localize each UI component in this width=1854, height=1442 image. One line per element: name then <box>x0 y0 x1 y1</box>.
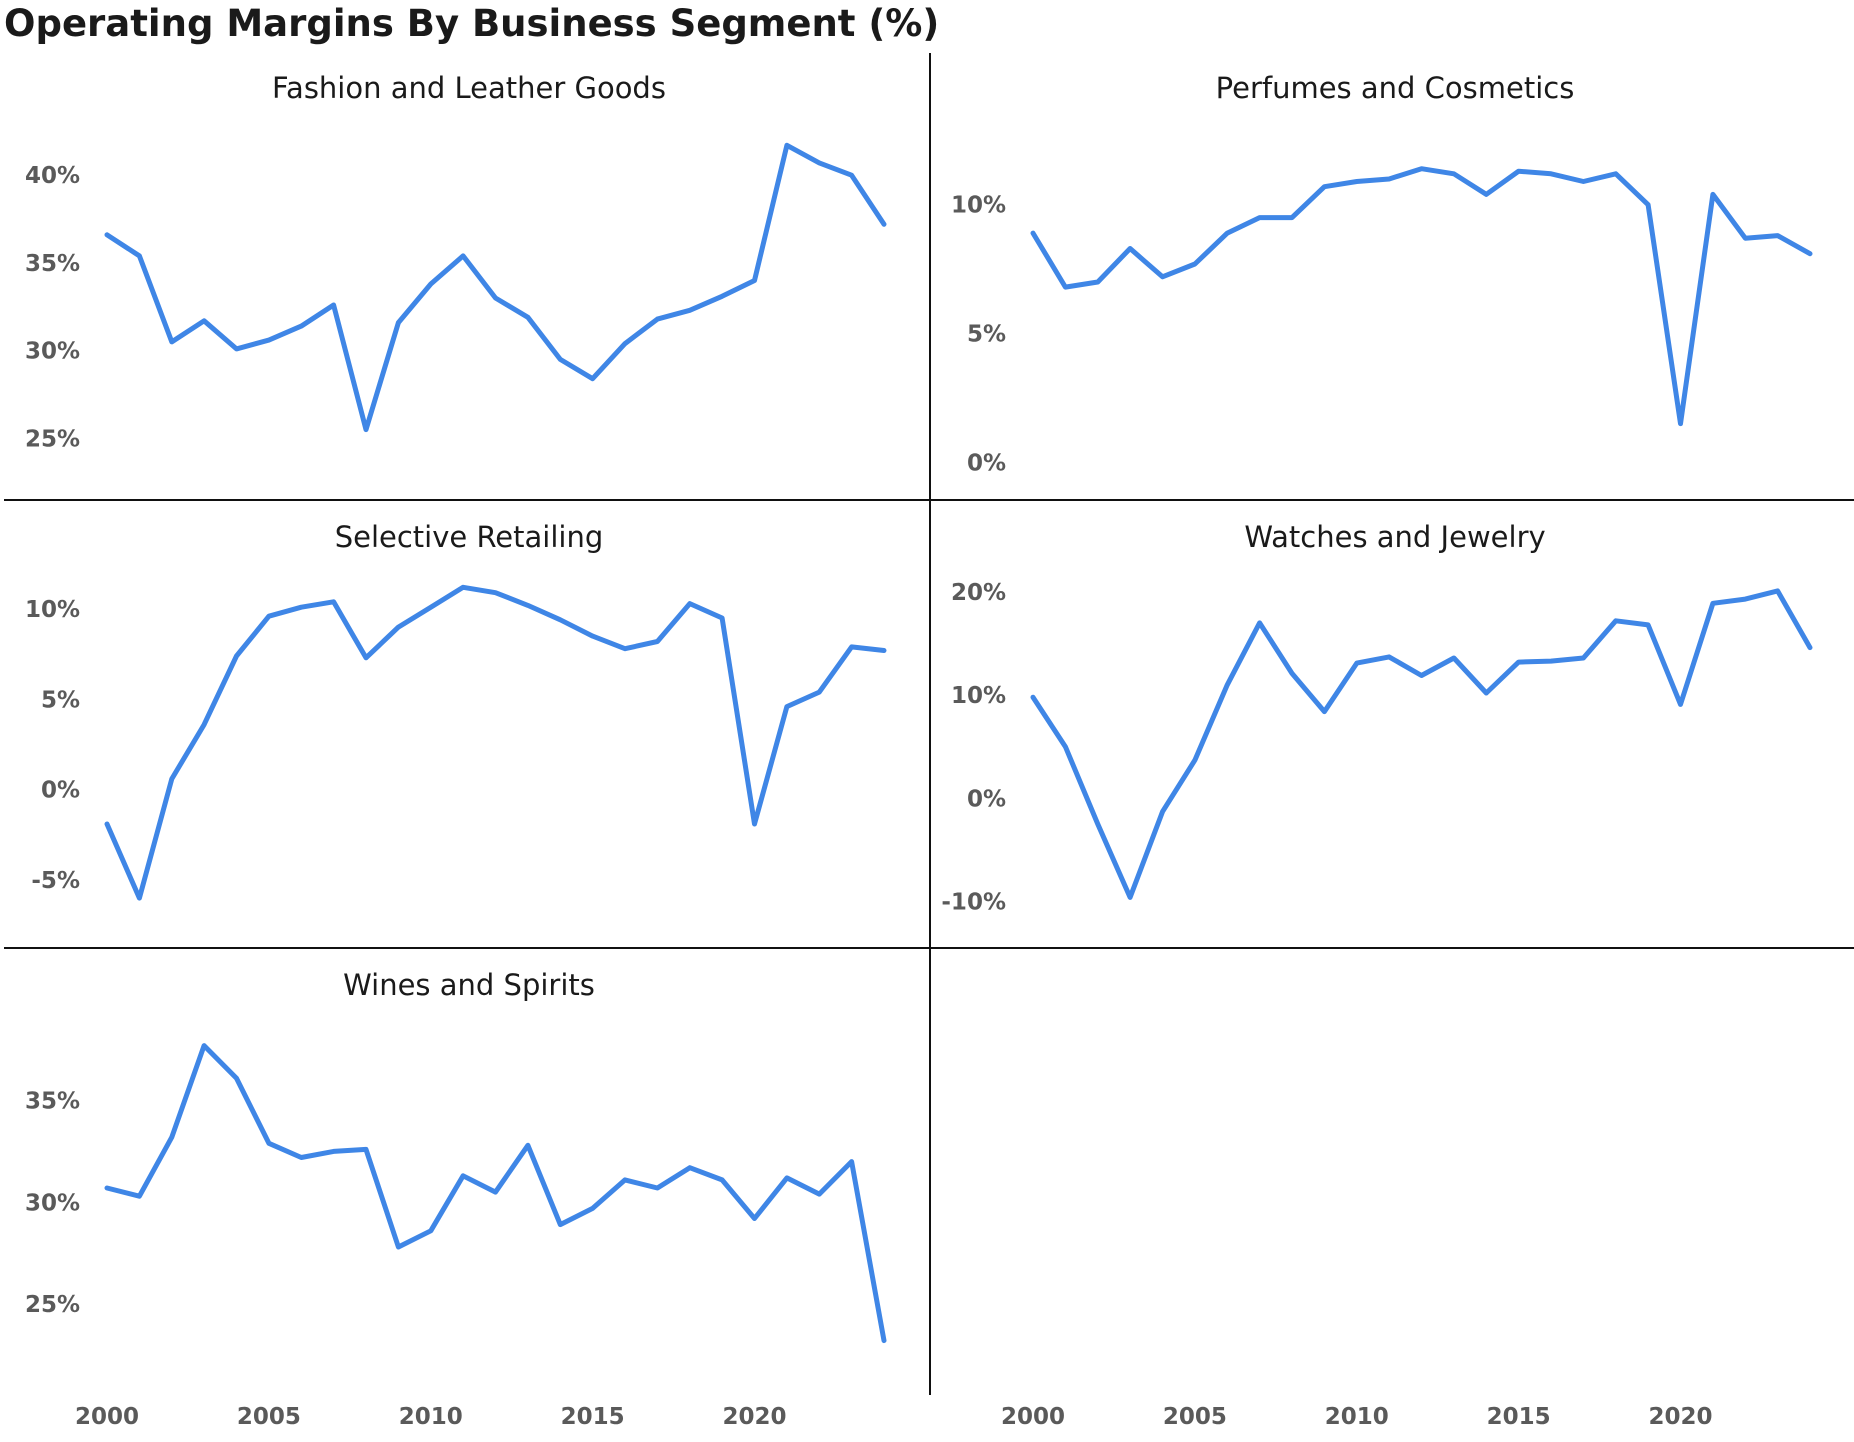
panel-title-watches-and-jewelry: Watches and Jewelry <box>1244 520 1545 554</box>
wines-and-spirits-y-tick-2: 35% <box>25 1089 80 1115</box>
panel-wines-and-spirits: Wines and Spirits 25% 30% 35% 2000 2005 2010 20… <box>25 968 887 1430</box>
panels-layer: Fashion and Leather Goods 25% 30% 35% 40% Per… <box>25 71 1813 1430</box>
perfumes-and-cosmetics-y-tick-0: 0% <box>967 450 1006 476</box>
fashion-and-leather-goods-y-tick-1: 30% <box>25 339 80 365</box>
watches-and-jewelry-series-line <box>1030 588 1813 900</box>
wines-and-spirits-y-tick-1: 30% <box>25 1190 80 1216</box>
perfumes-and-cosmetics-y-tick-2: 10% <box>951 193 1006 219</box>
wines-and-spirits-x-tick-2015: 2015 <box>561 1404 625 1430</box>
panel-watches-and-jewelry: Watches and Jewelry -10% 0% 10% 20% <box>941 520 1813 915</box>
empty-panel-x-tick-2020: 2020 <box>1648 1404 1712 1430</box>
panel-fashion-and-leather-goods: Fashion and Leather Goods 25% 30% 35% 40% <box>25 71 887 452</box>
fashion-and-leather-goods-y-tick-0: 25% <box>25 426 80 452</box>
empty-panel-x-tick-2010: 2010 <box>1325 1404 1389 1430</box>
panel-perfumes-and-cosmetics: Perfumes and Cosmetics 0% 5% 10% <box>951 71 1813 476</box>
fashion-and-leather-goods-y-tick-2: 35% <box>25 251 80 277</box>
empty-panel-x-tick-2015: 2015 <box>1487 1404 1551 1430</box>
fashion-and-leather-goods-y-tick-3: 40% <box>25 163 80 189</box>
selective-retailing-y-tick-1: 0% <box>41 778 80 804</box>
panel-title-perfumes-and-cosmetics: Perfumes and Cosmetics <box>1216 71 1575 105</box>
perfumes-and-cosmetics-y-tick-1: 5% <box>967 321 1006 347</box>
empty-panel-x-tick-2000: 2000 <box>1001 1404 1065 1430</box>
perfumes-and-cosmetics-series-line <box>1030 166 1813 427</box>
selective-retailing-y-tick-2: 5% <box>41 687 80 713</box>
watches-and-jewelry-y-tick-1: 0% <box>967 786 1006 812</box>
wines-and-spirits-x-tick-2000: 2000 <box>75 1404 139 1430</box>
wines-and-spirits-y-tick-0: 25% <box>25 1292 80 1318</box>
watches-and-jewelry-y-tick-2: 10% <box>951 683 1006 709</box>
panel-selective-retailing: Selective Retailing -5% 0% 5% 10% <box>25 520 887 901</box>
watches-and-jewelry-y-tick-3: 20% <box>951 580 1006 606</box>
panel-title-selective-retailing: Selective Retailing <box>335 520 604 554</box>
wines-and-spirits-x-tick-2020: 2020 <box>722 1404 786 1430</box>
selective-retailing-y-tick-3: 10% <box>25 597 80 623</box>
panel-title-fashion-and-leather-goods: Fashion and Leather Goods <box>272 71 666 105</box>
watches-and-jewelry-y-tick-0: -10% <box>941 889 1006 915</box>
panel-empty: 2000 2005 2010 2015 2020 <box>1001 1404 1713 1430</box>
wines-and-spirits-x-tick-2005: 2005 <box>237 1404 301 1430</box>
panel-title-wines-and-spirits: Wines and Spirits <box>343 968 595 1002</box>
chart-title: Operating Margins By Business Segment (%… <box>4 2 939 45</box>
selective-retailing-y-tick-0: -5% <box>31 868 80 894</box>
wines-and-spirits-series-line <box>104 1043 887 1344</box>
selective-retailing-series-line <box>104 584 887 901</box>
wines-and-spirits-x-tick-2010: 2010 <box>399 1404 463 1430</box>
fashion-and-leather-goods-series-line <box>104 142 887 433</box>
empty-panel-x-tick-2005: 2005 <box>1163 1404 1227 1430</box>
